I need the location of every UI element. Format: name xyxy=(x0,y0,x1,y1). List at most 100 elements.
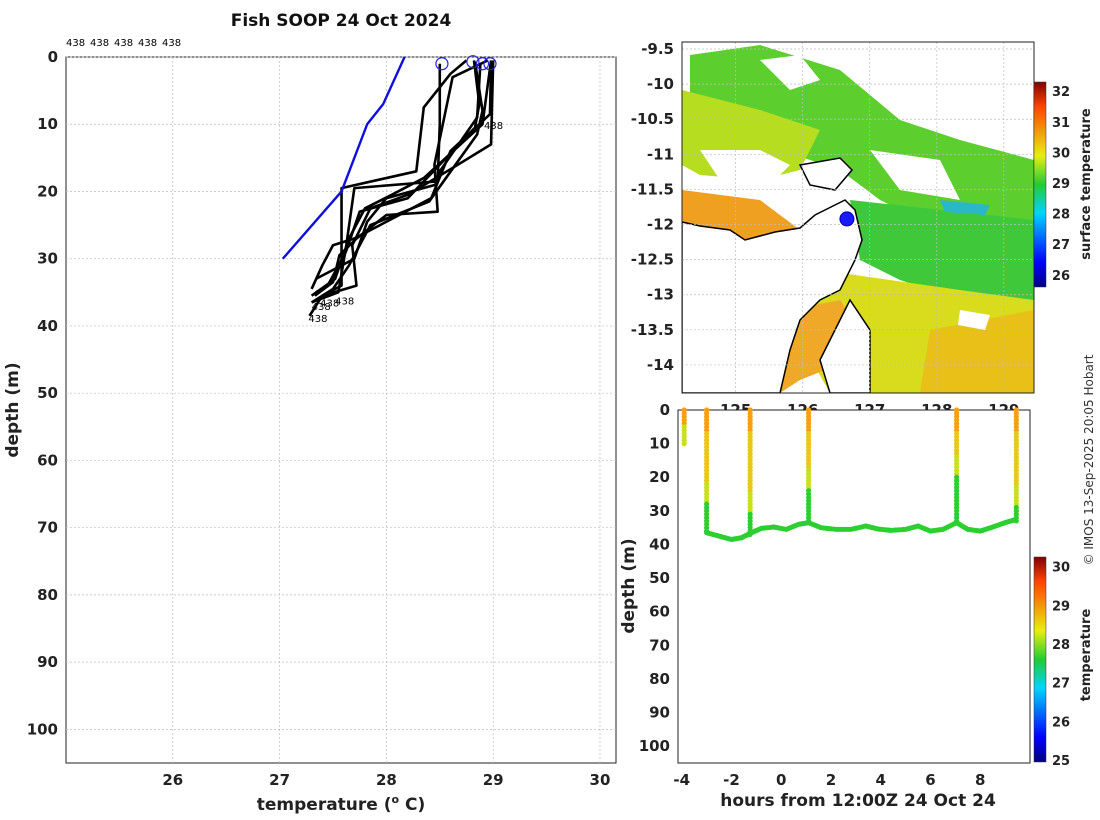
surface-marker xyxy=(435,57,449,71)
profile-y-tick: 10 xyxy=(37,115,58,133)
temperature-profile-line xyxy=(311,63,442,304)
section-x-tick: -2 xyxy=(723,771,740,789)
profile-y-tick-labels: 0 10 20 30 40 50 60 70 80 90 100 xyxy=(27,48,58,738)
section-y-tick: 0 xyxy=(660,401,670,419)
sst-cloud-gap xyxy=(958,310,990,330)
profile-y-tick: 70 xyxy=(37,519,58,537)
land-mass xyxy=(682,199,863,393)
profile-bottom-label: 438 xyxy=(308,314,327,325)
section-x-tick: 6 xyxy=(925,771,935,789)
sst-colorbar-tick: 28 xyxy=(1052,208,1070,223)
section-y-tick: 50 xyxy=(649,569,670,587)
credit-text: © IMOS 13-Sep-2025 20:05 Hobart xyxy=(1082,354,1096,565)
profile-lines xyxy=(281,56,495,317)
sst-cloud-gap xyxy=(760,55,820,90)
section-colorbar-tick-labels: 25 26 27 28 29 30 xyxy=(1052,561,1070,769)
sst-map-y-tick: -12 xyxy=(647,216,674,234)
section-x-tick-labels: -4 -2 0 2 4 6 8 xyxy=(673,771,985,789)
section-x-axis-label: hours from 12:00Z 24 Oct 24 xyxy=(720,791,996,811)
sst-map-field xyxy=(682,45,1034,393)
profile-bottom-label: 438 xyxy=(335,296,354,307)
sst-colorbar-tick-labels: 26 27 28 29 30 31 32 xyxy=(1052,85,1070,284)
sst-colorbar-tick: 31 xyxy=(1052,116,1070,131)
sst-map-y-tick: -13.5 xyxy=(631,321,674,339)
profile-header-id: 438 xyxy=(162,38,181,49)
section-colorbar-tick: 27 xyxy=(1052,677,1070,692)
sst-colorbar-tick: 29 xyxy=(1052,177,1070,192)
sst-colorbar-tick: 30 xyxy=(1052,146,1070,161)
section-x-tick: 2 xyxy=(826,771,836,789)
sst-colorbar-tick: 26 xyxy=(1052,269,1070,284)
section-colorbar-tick: 26 xyxy=(1052,715,1070,730)
sst-cyan-patch xyxy=(940,200,990,215)
temperature-profile-line xyxy=(310,61,484,304)
sst-green-east xyxy=(850,200,1034,300)
sst-colorbar-tick: 32 xyxy=(1052,85,1070,100)
profile-y-tick: 90 xyxy=(37,653,58,671)
profile-header-ids: 438 438 438 438 438 xyxy=(66,38,181,49)
profile-surface-markers xyxy=(435,55,497,71)
section-colorbar-tick: 25 xyxy=(1052,754,1070,769)
profile-mid-label: 438 xyxy=(484,121,503,132)
sst-map-y-tick: -9.5 xyxy=(641,40,674,58)
section-y-tick: 90 xyxy=(649,704,670,722)
sst-map-y-tick: -11 xyxy=(647,145,674,163)
surface-marker xyxy=(475,57,490,71)
section-y-axis-label: depth (m) xyxy=(619,538,639,633)
section-axes-box xyxy=(677,409,1031,764)
section-y-tick: 20 xyxy=(649,468,670,486)
section-point xyxy=(1011,517,1018,523)
section-y-tick: 60 xyxy=(649,603,670,621)
section-y-tick: 10 xyxy=(649,435,670,453)
temperature-profile-line xyxy=(310,60,493,297)
section-colorbar-tick: 30 xyxy=(1052,561,1070,576)
section-colorbar-tick: 28 xyxy=(1052,638,1070,653)
profile-x-tick: 28 xyxy=(376,771,397,789)
sst-map-y-tick: -13 xyxy=(647,286,674,304)
vessel-position-marker xyxy=(839,211,855,227)
sst-warm-south xyxy=(920,310,1034,393)
figure-title: Fish SOOP 24 Oct 2024 xyxy=(231,11,452,31)
profile-y-tick: 20 xyxy=(37,182,58,200)
profile-header-id: 438 xyxy=(90,38,109,49)
profile-header-id: 438 xyxy=(114,38,133,49)
profile-x-tick: 30 xyxy=(590,771,611,789)
sst-map-y-tick: -12.5 xyxy=(631,251,674,269)
section-colorbar-label: temperature xyxy=(1079,609,1094,702)
sst-colorbar xyxy=(1033,81,1047,288)
temperature-profile-line xyxy=(310,63,493,290)
sst-map: -9.5-10-10.5-11-11.5-12-12.5-13-13.5-14 … xyxy=(631,40,1094,419)
sst-map-y-tick: -10.5 xyxy=(631,110,674,128)
profile-x-axis-label: temperature (o C) xyxy=(257,793,426,815)
profile-x-tick: 29 xyxy=(483,771,504,789)
profile-y-tick: 80 xyxy=(37,586,58,604)
profile-bottom-label: 438 xyxy=(312,302,331,313)
profile-y-tick: 60 xyxy=(37,451,58,469)
profile-y-tick: 30 xyxy=(37,250,58,268)
profile-grid xyxy=(66,56,616,763)
depth-time-section: 0 10 20 30 40 50 60 70 80 90 100 -4 -2 0 2 4 6 8 hours f… xyxy=(619,401,1094,811)
profile-x-tick: 26 xyxy=(162,771,183,789)
profile-x-tick: 27 xyxy=(269,771,290,789)
sst-colorbar-tick: 27 xyxy=(1052,238,1070,253)
sst-map-grid xyxy=(682,42,1034,393)
profile-y-tick: 100 xyxy=(27,720,58,738)
temperature-profile-line xyxy=(315,60,481,294)
section-y-tick: 40 xyxy=(649,535,670,553)
reference-profile-line xyxy=(281,56,406,260)
profile-y-axis-label: depth (m) xyxy=(3,362,23,457)
section-points xyxy=(681,407,1019,543)
sst-map-y-tick: -11.5 xyxy=(631,180,674,198)
sst-map-y-tick: -10 xyxy=(647,75,674,93)
sst-cloud-gap xyxy=(870,150,960,200)
profile-bottom-label: 438 xyxy=(320,298,339,309)
profile-y-tick: 40 xyxy=(37,317,58,335)
profile-header-id: 438 xyxy=(138,38,157,49)
profile-header-id: 438 xyxy=(66,38,85,49)
section-colorbar-tick: 29 xyxy=(1052,599,1070,614)
sst-map-y-tick: -14 xyxy=(647,356,674,374)
profile-y-tick: 50 xyxy=(37,384,58,402)
